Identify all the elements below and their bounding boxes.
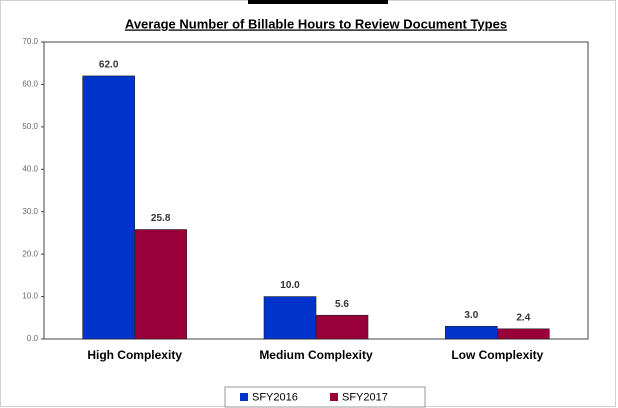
bar <box>497 328 550 340</box>
y-tick-label: 70.0 <box>22 37 38 46</box>
data-label: 25.8 <box>151 213 171 224</box>
chart-title: Average Number of Billable Hours to Revi… <box>125 16 507 31</box>
legend-label: SFY2017 <box>342 391 388 403</box>
bar <box>445 325 498 340</box>
y-tick-label: 50.0 <box>22 122 38 131</box>
bar <box>263 296 317 340</box>
data-label: 2.4 <box>516 312 530 323</box>
bar <box>82 75 135 340</box>
y-tick-label: 0.0 <box>27 334 39 343</box>
legend-box <box>224 386 426 408</box>
bar <box>315 314 369 340</box>
y-tick-label: 40.0 <box>22 164 38 173</box>
data-label: 10.0 <box>280 280 300 291</box>
bar <box>134 229 187 340</box>
y-tick-label: 30.0 <box>22 207 38 216</box>
y-tick-label: 20.0 <box>22 249 38 258</box>
legend-label: SFY2016 <box>252 391 298 403</box>
x-tick-label: High Complexity <box>87 348 182 362</box>
top-bar <box>248 0 388 4</box>
y-tick-label: 60.0 <box>22 80 38 89</box>
y-tick-label: 10.0 <box>22 292 38 301</box>
x-tick-label: Low Complexity <box>451 348 543 362</box>
data-label: 3.0 <box>464 310 478 321</box>
legend-swatch <box>330 393 338 401</box>
x-tick-label: Medium Complexity <box>259 348 373 362</box>
data-label: 62.0 <box>99 60 119 71</box>
data-label: 5.6 <box>335 299 349 310</box>
legend-swatch <box>240 393 248 401</box>
